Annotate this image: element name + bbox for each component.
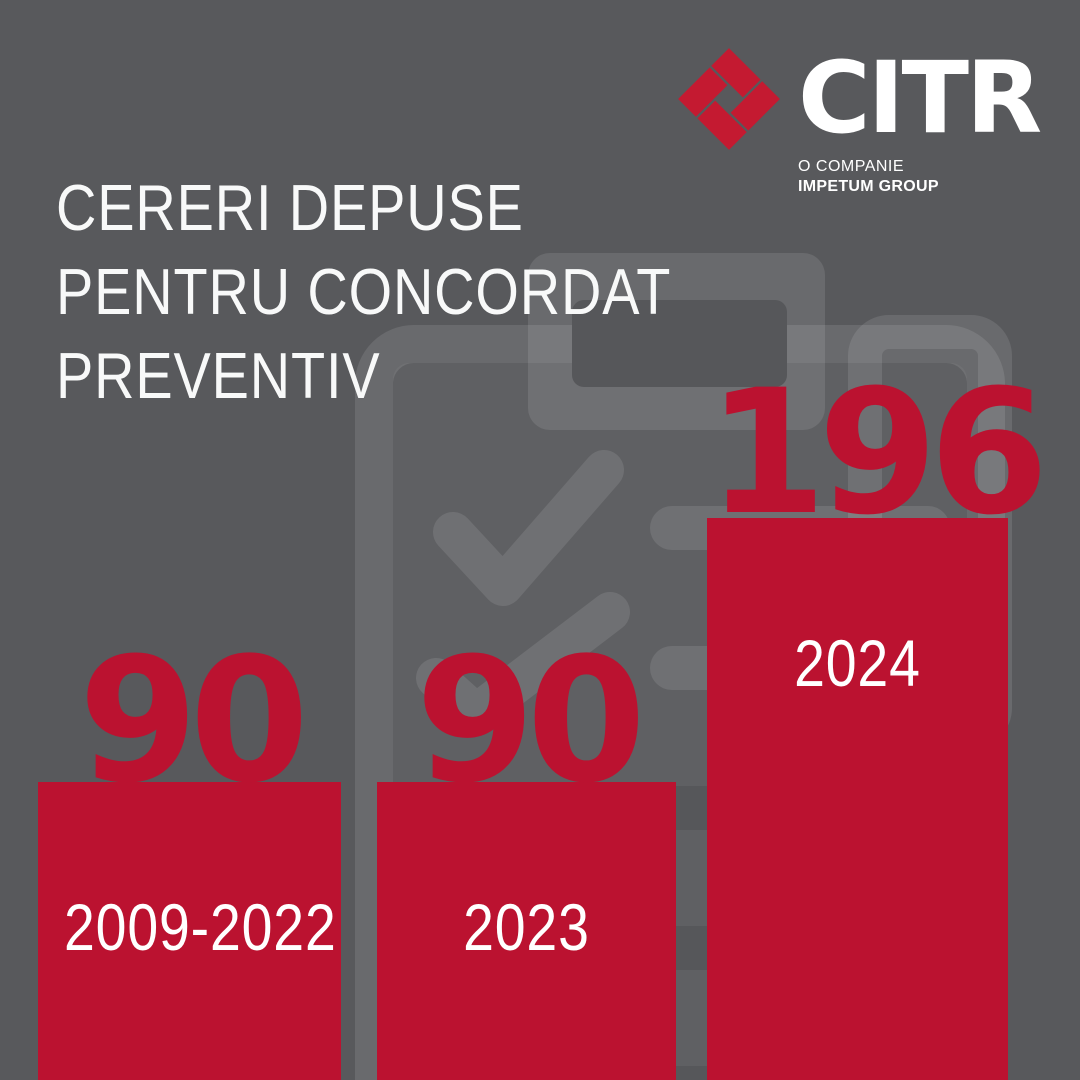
clipboard-clip-window-shape (572, 300, 787, 387)
bar-2024: 2024 (707, 518, 1008, 1080)
page-title-line: CERERI DEPUSE (56, 171, 524, 244)
bar-2009-2022: 2009-2022 (38, 782, 341, 1080)
brand-tagline-line2: IMPETUM GROUP (798, 178, 939, 195)
page-title: CERERI DEPUSE PENTRU CONCORDAT PREVENTIV (56, 166, 771, 418)
brand-block: CITR O COMPANIE IMPETUM GROUP (678, 41, 1042, 197)
bar-category-label: 2009-2022 (63, 890, 337, 964)
brand-tagline: O COMPANIE IMPETUM GROUP (798, 157, 1039, 197)
bar-2023: 2023 (377, 782, 676, 1080)
checkmark-icon (433, 450, 624, 606)
bar-category-label: 2024 (794, 626, 921, 700)
bar-value-label-2023: 90 (415, 620, 646, 821)
bar-value-label-2009-2022: 90 (78, 620, 309, 821)
citr-diamond-pinwheel-icon (678, 48, 780, 150)
brand-tagline-line1: O COMPANIE (798, 158, 905, 175)
brand-name: CITR (798, 41, 1042, 156)
page-title-line: PREVENTIV (56, 339, 381, 412)
bar-category-label: 2023 (463, 890, 590, 964)
brand-text: CITR O COMPANIE IMPETUM GROUP (798, 41, 1042, 197)
checkmark-icon (416, 592, 630, 734)
bar-value-label-2024: 196 (707, 352, 1049, 553)
page-title-line: PENTRU CONCORDAT (56, 255, 672, 328)
